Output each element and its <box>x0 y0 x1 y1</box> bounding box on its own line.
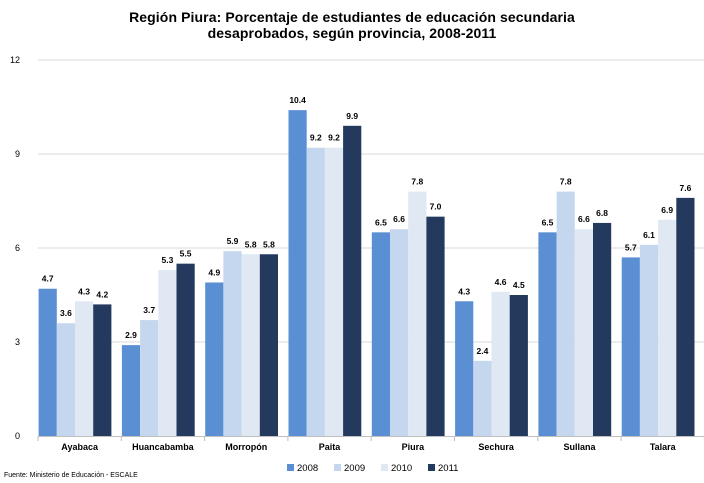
data-label: 9.2 <box>310 133 322 143</box>
bar-2008-huancabamba <box>121 345 141 436</box>
data-label: 6.6 <box>578 214 590 224</box>
bar-2008-sullana <box>538 232 557 436</box>
data-label: 6.5 <box>375 217 387 227</box>
bar-2011-morropón <box>259 254 278 436</box>
bar-2009-piura <box>390 229 409 436</box>
bar-2010-talara <box>658 219 677 436</box>
legend-swatch-2009 <box>334 464 341 471</box>
x-tick-label: Piura <box>402 442 426 452</box>
data-label: 4.5 <box>513 280 525 290</box>
data-label: 4.3 <box>458 286 470 296</box>
bar-2010-ayabaca <box>75 301 94 436</box>
bar-2011-paita <box>343 125 362 437</box>
bar-2008-talara <box>621 257 640 436</box>
bars <box>38 110 695 437</box>
bar-2009-ayabaca <box>56 323 75 436</box>
legend-label-2010: 2010 <box>391 463 412 474</box>
legend-swatch-2010 <box>381 464 388 471</box>
data-label: 9.2 <box>328 133 340 143</box>
bar-2009-sullana <box>556 191 575 436</box>
chart-title-line-2: desaprobados, según provincia, 2008-2011 <box>207 25 497 41</box>
bar-2008-ayabaca <box>38 288 57 436</box>
data-label: 5.9 <box>227 236 239 246</box>
bar-2011-huancabamba <box>176 263 195 436</box>
legend-label-2011: 2011 <box>438 463 458 474</box>
data-label: 7.6 <box>679 183 691 193</box>
data-label: 6.8 <box>596 208 608 218</box>
bar-2011-sullana <box>593 222 612 436</box>
data-label: 6.6 <box>393 214 405 224</box>
y-axis-ticks: 0 3 6 9 12 <box>10 55 20 441</box>
bar-2010-sechura <box>491 291 510 436</box>
data-label: 6.5 <box>542 217 554 227</box>
data-label: 3.7 <box>143 305 155 315</box>
data-label: 5.7 <box>625 242 637 252</box>
y-tick-label: 3 <box>15 337 20 347</box>
chart-title-line-1: Región Piura: Porcentaje de estudiantes … <box>129 9 575 25</box>
bar-2010-piura <box>408 191 427 436</box>
x-axis: Ayabaca Huancabamba Morropón Paita Piura Sech… <box>37 436 704 452</box>
x-tick-label: Morropón <box>225 442 267 452</box>
bar-2010-sullana <box>574 229 593 436</box>
bar-2011-sechura <box>509 295 528 436</box>
legend-swatch-2008 <box>287 464 294 471</box>
bar-2011-ayabaca <box>93 304 112 436</box>
data-label: 6.1 <box>643 230 655 240</box>
bar-2008-piura <box>371 232 390 436</box>
legend: 2008 2009 2010 2011 <box>287 463 458 474</box>
bar-2008-paita <box>288 110 307 436</box>
x-tick-label: Sechura <box>478 442 515 452</box>
bar-2009-morropón <box>223 251 242 436</box>
data-label: 9.9 <box>346 111 358 121</box>
bar-2010-morropón <box>241 254 260 436</box>
x-tick-label: Sullana <box>563 442 596 452</box>
y-tick-label: 9 <box>15 149 20 159</box>
legend-swatch-2011 <box>428 464 435 471</box>
bar-2010-paita <box>324 147 344 436</box>
x-tick-label: Huancabamba <box>132 442 195 452</box>
legend-label-2008: 2008 <box>297 463 318 474</box>
data-label: 7.0 <box>430 202 442 212</box>
data-label: 4.9 <box>208 267 220 277</box>
data-label: 7.8 <box>560 177 572 187</box>
source-note: Fuente: Ministerio de Educación - ESCALE <box>4 472 138 479</box>
bar-2009-talara <box>639 244 659 436</box>
data-label: 10.4 <box>289 95 306 105</box>
data-label: 4.3 <box>78 286 90 296</box>
data-label: 6.9 <box>661 205 673 215</box>
data-labels: 4.7 3.6 4.3 4.2 2.9 3.7 5.3 5.5 4.9 5.9 5.8 5.8 10.4… <box>42 95 692 356</box>
y-tick-label: 12 <box>10 55 20 65</box>
bar-2011-piura <box>426 216 445 436</box>
data-label: 4.7 <box>42 274 54 284</box>
data-label: 3.6 <box>60 308 72 318</box>
bar-2009-paita <box>306 147 325 436</box>
x-tick-label: Ayabaca <box>61 442 99 452</box>
y-tick-label: 0 <box>15 431 20 441</box>
data-label: 2.4 <box>476 346 488 356</box>
data-label: 4.6 <box>495 277 507 287</box>
bar-2008-sechura <box>455 301 474 436</box>
data-label: 5.8 <box>263 239 275 249</box>
x-tick-label: Paita <box>319 442 342 452</box>
data-label: 4.2 <box>96 289 108 299</box>
data-label: 5.8 <box>245 239 257 249</box>
bar-2009-sechura <box>473 360 492 436</box>
x-tick-label: Talara <box>650 442 677 452</box>
bar-2009-huancabamba <box>140 320 159 436</box>
data-label: 2.9 <box>125 330 137 340</box>
bar-2011-talara <box>676 197 695 436</box>
bar-2010-huancabamba <box>158 269 177 436</box>
data-label: 7.8 <box>411 177 423 187</box>
y-tick-label: 6 <box>15 243 20 253</box>
data-label: 5.5 <box>180 249 192 259</box>
bar-2008-morropón <box>205 282 224 436</box>
legend-label-2009: 2009 <box>344 463 365 474</box>
data-label: 5.3 <box>161 255 173 265</box>
